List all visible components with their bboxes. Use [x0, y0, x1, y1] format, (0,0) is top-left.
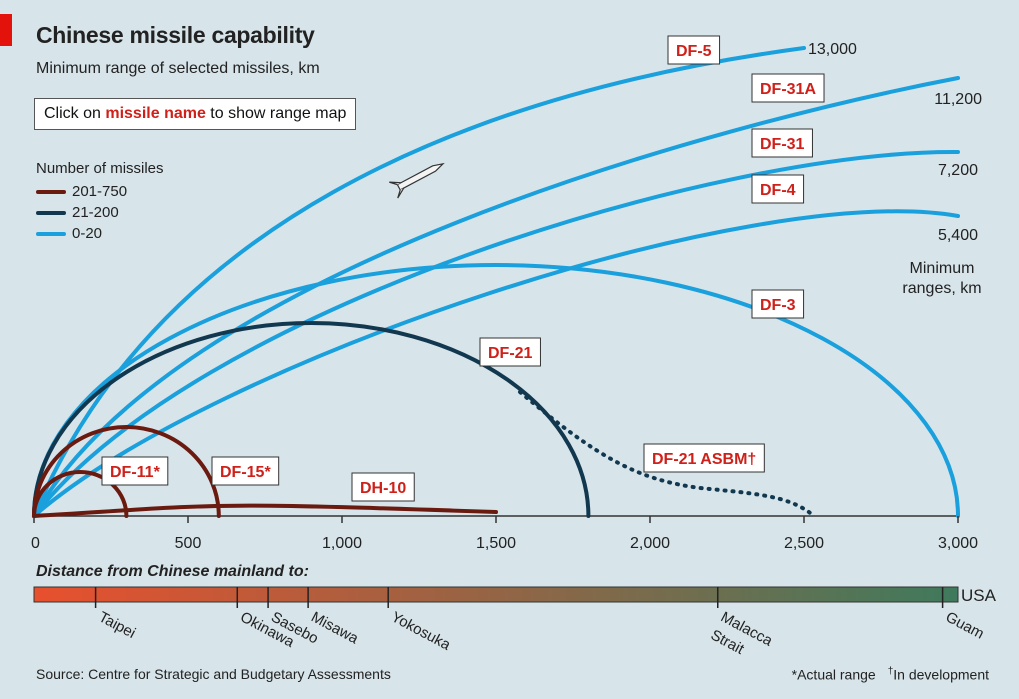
distance-axis-title: Distance from Chinese mainland to:	[36, 563, 309, 580]
series-name-box	[751, 128, 813, 158]
x-tick-label: 0	[31, 535, 40, 552]
series-name-text: DF-11*	[110, 464, 161, 481]
destination-label-yokosuka: Yokosuka	[388, 609, 454, 655]
series-name-df-3[interactable]: DF-3	[751, 289, 805, 319]
distance-bar	[33, 586, 959, 603]
chart-subtitle: Minimum range of selected missiles, km	[36, 60, 320, 77]
x-tick-label: 2,500	[784, 535, 824, 552]
range-label-df-31a: 11,200	[934, 91, 982, 108]
series-name-df-31[interactable]: DF-31	[751, 128, 813, 158]
brand-tab	[0, 14, 12, 46]
series-name-box	[101, 456, 169, 486]
x-tick-label: 500	[175, 535, 202, 552]
series-name-df-5[interactable]: DF-5	[667, 35, 721, 65]
legend-item-0-20: 0-20	[36, 223, 164, 244]
range-label-df-5: 13,000	[808, 41, 857, 58]
series-name-box	[751, 174, 805, 204]
click-instruction: Click on missile name to show range map	[34, 98, 357, 130]
series-line-df-11	[32, 470, 129, 518]
legend-swatch	[36, 189, 66, 194]
x-tick-label: 1,000	[322, 535, 362, 552]
series-name-text: DF-4	[760, 182, 796, 199]
legend-swatch	[36, 231, 66, 236]
usa-label: USA	[961, 586, 997, 605]
actual-range-note: *Actual range	[791, 666, 876, 683]
legend-item-21-200: 21-200	[36, 202, 164, 223]
missile-name-highlight: missile name	[105, 105, 206, 122]
series-name-box	[643, 443, 765, 473]
series-line-df-5	[32, 46, 806, 518]
series-name-df-15[interactable]: DF-15*	[211, 456, 280, 486]
series-line-dh-10	[32, 503, 498, 518]
series-name-text: DF-31A	[760, 81, 816, 98]
series-line-df-15	[32, 425, 221, 518]
series-name-box	[211, 456, 280, 486]
destination-label-misawa: Misawa	[308, 609, 361, 648]
series-name-box	[667, 35, 721, 65]
series-line-df-4	[32, 209, 960, 518]
series-name-df-21[interactable]: DF-21	[479, 337, 541, 367]
in-development-note: In development	[893, 666, 989, 683]
destination-label-guam: Guam	[943, 609, 987, 643]
series-name-text: DF-5	[676, 43, 712, 60]
x-tick-label: 3,000	[938, 535, 978, 552]
series-name-text: DH-10	[360, 480, 406, 497]
series-name-df-4[interactable]: DF-4	[751, 174, 805, 204]
series-name-dh-10[interactable]: DH-10	[351, 472, 415, 502]
chart-title: Chinese missile capability	[36, 22, 315, 48]
series-name-box	[751, 289, 805, 319]
series-name-df-11[interactable]: DF-11*	[101, 456, 169, 486]
legend-swatch	[36, 210, 66, 215]
footnotes: *Actual range †In development	[791, 666, 989, 683]
series-name-box	[751, 73, 825, 103]
legend-item-201-750: 201-750	[36, 181, 164, 202]
x-tick-label: 2,000	[630, 535, 670, 552]
series-name-df-21-asbm[interactable]: DF-21 ASBM†	[643, 443, 765, 473]
series-line-df-31a	[32, 76, 960, 518]
series-line-df-3	[32, 263, 960, 518]
series-name-text: DF-15*	[220, 464, 271, 481]
series-name-box	[479, 337, 541, 367]
series-name-box	[351, 472, 415, 502]
series-line-df-21	[32, 321, 591, 518]
destination-label-taipei: Taipei	[96, 609, 139, 642]
legend-title: Number of missiles	[36, 160, 164, 177]
missile-icon	[389, 162, 445, 199]
range-label-df-31: 7,200	[938, 162, 978, 179]
minimum-ranges-label: Minimum ranges, km	[902, 260, 982, 297]
legend: Number of missiles 201-750 21-200 0-20	[36, 160, 164, 244]
x-tick-label: 1,500	[476, 535, 516, 552]
series-name-text: DF-31	[760, 136, 805, 153]
series-line-df-21-asbm	[518, 390, 816, 518]
series-name-text: DF-21 ASBM†	[652, 451, 756, 468]
series-name-text: DF-3	[760, 297, 796, 314]
series-name-df-31a[interactable]: DF-31A	[751, 73, 825, 103]
series-name-text: DF-21	[488, 345, 533, 362]
range-label-df-4: 5,400	[938, 227, 978, 244]
source-note: Source: Centre for Strategic and Budgeta…	[36, 666, 391, 682]
